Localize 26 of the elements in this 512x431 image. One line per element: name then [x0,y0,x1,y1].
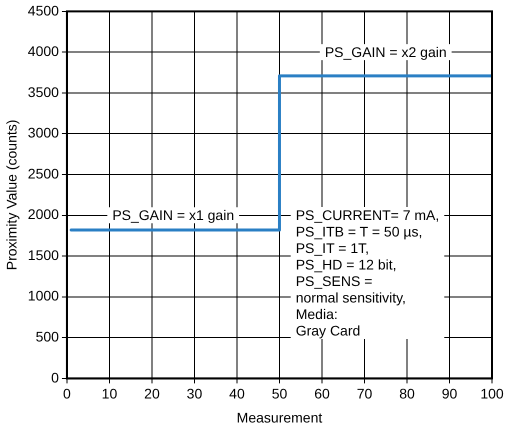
x-tick-label: 20 [144,386,160,402]
y-tick-label: 1000 [28,288,60,304]
y-tick-label: 4500 [28,2,60,18]
x-tick-label: 10 [102,386,118,402]
y-tick-label: 3500 [28,84,60,100]
y-axis-title: Proximity Value (counts) [3,120,20,270]
y-tick-label: 500 [36,328,60,344]
y-tick-label: 3000 [28,124,60,141]
x-tick-label: 40 [229,386,245,402]
x-tick-label: 30 [186,386,202,402]
x-tick-label: 70 [356,386,372,402]
x-tick-label: 60 [314,386,330,402]
annotation: PS_CURRENT= 7 mA, PS_ITB = T = 50 µs, PS_IT = 1T, PS_HD = 12 bit, PS_SENS = normal sensitivity, Media: Gray Card [296,207,440,339]
x-tick-label: 90 [442,386,458,402]
x-tick-label: 100 [480,386,504,402]
x-tick-label: 0 [63,386,72,402]
x-axis-title: Measurement [236,409,322,426]
y-tick-label: 2500 [28,165,60,182]
annotation: PS_GAIN = x1 gain [112,207,234,224]
x-tick-label: 50 [272,386,288,402]
x-tick-label: 80 [399,386,415,402]
y-tick-label: 4000 [28,43,60,60]
y-tick-label: 2000 [28,206,60,222]
y-tick-label: 1500 [28,246,60,263]
y-tick-label: 0 [51,369,60,386]
annotation: PS_GAIN = x2 gain [324,44,447,60]
